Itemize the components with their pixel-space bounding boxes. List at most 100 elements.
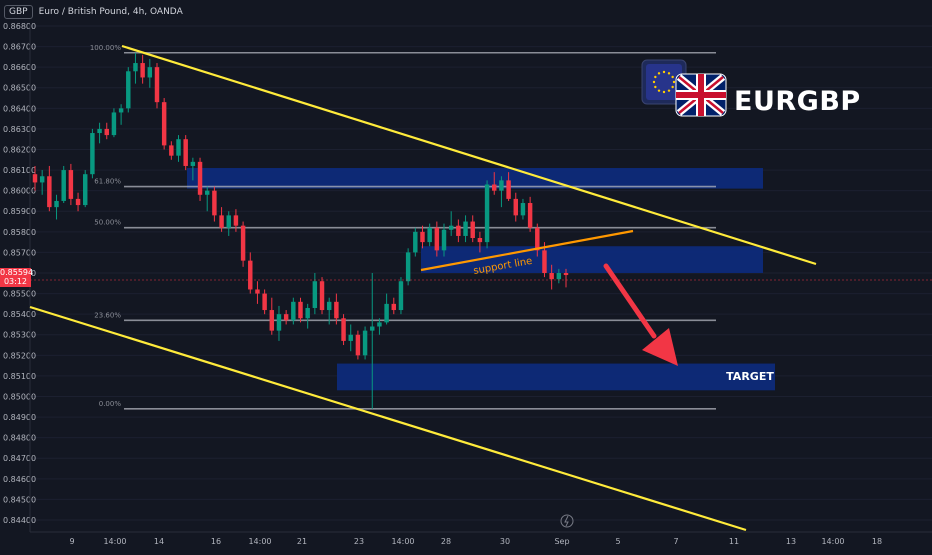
- eu-star: [667, 89, 671, 92]
- candle-body: [542, 250, 547, 273]
- candle-body: [484, 184, 490, 243]
- candle-body: [377, 322, 382, 327]
- current-price-value: 0.85594: [0, 268, 34, 277]
- candle-body: [169, 145, 174, 156]
- candle-body: [233, 215, 239, 226]
- candle-body: [391, 303, 397, 311]
- price-tick: 0.86500: [3, 84, 36, 93]
- candle-body: [183, 139, 188, 166]
- candle-body: [97, 128, 102, 134]
- candle-body: [104, 128, 109, 136]
- time-axis[interactable]: 9 14:00 14 16 14:00 21 23 14:00 28 30 Sep 5 7 11 13 14:…: [30, 531, 932, 546]
- price-tick: 0.85000: [3, 392, 36, 401]
- candle-body: [126, 71, 131, 109]
- candle-body: [319, 281, 325, 311]
- candle-body: [420, 231, 425, 243]
- zones: [187, 168, 775, 391]
- target-label: TARGET: [726, 370, 774, 383]
- time-tick: 18: [872, 537, 882, 546]
- price-tick: 0.85400: [3, 310, 36, 319]
- eu-star: [667, 72, 671, 75]
- candle-body: [355, 334, 361, 356]
- price-tick: 0.85700: [3, 248, 36, 257]
- candle-body: [341, 318, 346, 341]
- time-tick: 14: [154, 537, 164, 546]
- eu-star: [662, 90, 666, 94]
- time-tick: 23: [354, 537, 364, 546]
- time-tick: 14:00: [391, 537, 414, 546]
- candle-body: [61, 170, 66, 201]
- candle-body: [470, 221, 475, 239]
- candle-body: [563, 272, 569, 276]
- candle-body: [283, 314, 289, 321]
- time-tick: 16: [211, 537, 221, 546]
- candle-body: [226, 215, 231, 228]
- time-tick: 5: [615, 537, 620, 546]
- candle-body: [269, 310, 275, 331]
- candle-body: [75, 198, 81, 206]
- price-axis[interactable]: 0.86800 0.86700 0.86600 0.86500 0.86400 0.863…: [3, 22, 36, 532]
- time-tick: 7: [673, 537, 678, 546]
- eu-star: [654, 85, 657, 89]
- current-price-tag: 0.85594 03:12: [0, 268, 34, 287]
- candle-body: [326, 301, 332, 311]
- fib-level-label: 23.60%: [94, 311, 121, 319]
- eu-star: [657, 72, 661, 75]
- price-tick: 0.84400: [3, 516, 36, 525]
- candle-body: [248, 260, 253, 290]
- candle-body: [456, 225, 461, 236]
- price-tick: 0.86400: [3, 104, 36, 113]
- candle-body: [276, 314, 282, 331]
- candle-body: [413, 231, 418, 253]
- candle-body: [219, 215, 224, 228]
- price-tick: 0.85500: [3, 290, 36, 299]
- eu-star: [662, 70, 666, 74]
- candle-body: [240, 225, 246, 261]
- candle-body: [190, 161, 196, 166]
- candle-body: [204, 190, 210, 195]
- arrow-shaft: [603, 263, 657, 339]
- candle-body: [527, 203, 533, 228]
- lightning-icon[interactable]: [560, 514, 574, 528]
- candle-countdown: 03:12: [3, 277, 28, 286]
- fib-level-label: 100.00%: [90, 44, 121, 52]
- candle-body: [140, 63, 145, 78]
- currency-badge[interactable]: GBP: [4, 5, 33, 19]
- target-zone-zone: [337, 363, 775, 391]
- support-trendline: [420, 229, 634, 272]
- candle-body: [463, 221, 468, 236]
- price-tick: 0.84700: [3, 454, 36, 463]
- arrow-head: [642, 328, 678, 366]
- price-tick: 0.86600: [3, 63, 36, 72]
- candle-body: [291, 301, 296, 321]
- candle-body: [118, 108, 124, 113]
- eu-flag-icon: [646, 64, 682, 100]
- price-tick: 0.86000: [3, 187, 36, 196]
- price-tick: 0.86800: [3, 22, 36, 31]
- eu-star: [671, 75, 674, 79]
- price-tick: 0.86700: [3, 43, 36, 52]
- candle-body: [255, 289, 260, 294]
- upper-resistance-zone: [187, 168, 763, 189]
- candle-body: [197, 161, 203, 195]
- candle-body: [305, 307, 310, 319]
- candle-body: [161, 102, 167, 146]
- candle-body: [441, 229, 447, 251]
- price-tick: 0.86200: [3, 145, 36, 154]
- candle-body: [154, 67, 160, 103]
- eu-star: [671, 85, 674, 89]
- candle-body: [54, 200, 59, 208]
- candle-body: [39, 176, 45, 183]
- time-tick: 13: [786, 537, 796, 546]
- fib-level-label: 0.00%: [99, 400, 122, 408]
- candle-body: [549, 272, 554, 280]
- candle-body: [262, 293, 267, 311]
- time-tick: 14:00: [248, 537, 271, 546]
- candle-body: [68, 170, 74, 199]
- candle-body: [147, 67, 153, 78]
- candle-body: [513, 198, 518, 216]
- candle-body: [176, 139, 181, 156]
